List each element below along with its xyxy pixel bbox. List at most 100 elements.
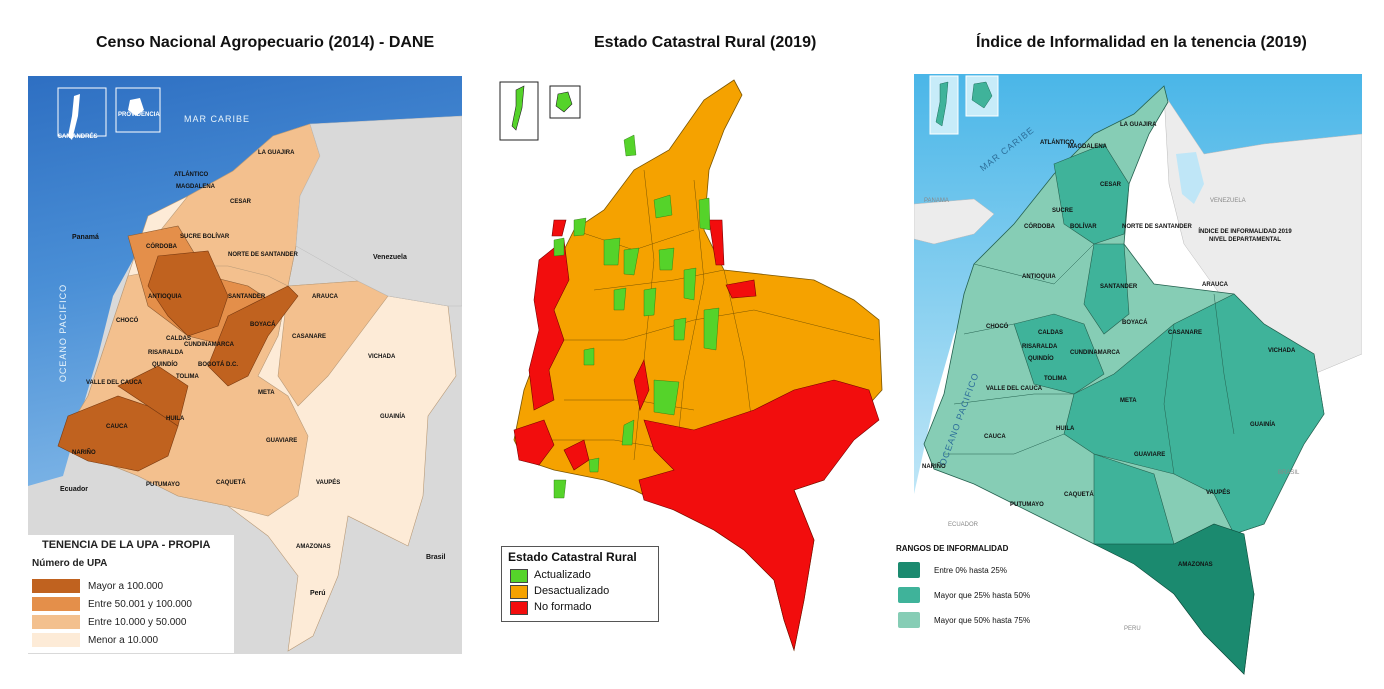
map1-dept-vaupes: VAUPÉS (316, 480, 341, 486)
map3-canvas (914, 74, 1362, 678)
map2-legend-swatch (510, 569, 528, 583)
map3-land-panama (914, 198, 995, 245)
map1-dept-casanare: CASANARE (292, 334, 327, 340)
map2-red-nde (708, 219, 725, 266)
map1-region-boyaca-cund (207, 285, 299, 387)
map3-dept-la-guajira: LA GUAJIRA (1120, 122, 1157, 128)
map2-green-zones (553, 134, 720, 499)
map1-dept-magdalena: MAGDALENA (176, 184, 215, 190)
providencia-island (128, 98, 144, 116)
san-andres-island (68, 94, 80, 140)
map3-sea (914, 74, 1362, 494)
map2-legend: Estado Catastral Rural Actualizado Desac… (501, 546, 659, 622)
map2-canvas (494, 60, 894, 680)
map3-legend-item: Mayor que 25% hasta 50% (898, 587, 1088, 605)
map3-legend-swatch (898, 612, 920, 628)
map3-dept-caldas: CALDAS (1038, 330, 1063, 336)
map1-label-providencia: PROVIDENCIA (118, 112, 160, 118)
map3-dept-valle: VALLE DEL CAUCA (986, 386, 1043, 392)
map3-dept-caqueta: CAQUETÁ (1064, 492, 1094, 498)
map1-dept-norte-santander: NORTE DE SANTANDER (228, 252, 298, 258)
map3-dept-sucre: SUCRE (1052, 208, 1074, 214)
map1-label-san-andres: SAN ANDRÉS (58, 134, 98, 140)
map3-dept-risaralda: RISARALDA (1022, 344, 1058, 350)
map2-red-pacific (528, 239, 570, 411)
map2-legend-item: Desactualizado (510, 585, 660, 599)
map3-dept-vichada: VICHADA (1268, 348, 1296, 354)
map2-legend-item: Actualizado (510, 569, 660, 583)
map1-dept-la-guajira: LA GUAJIRA (258, 150, 295, 156)
map1-legend-swatch (32, 579, 80, 593)
map1-land-venezuela (295, 115, 462, 307)
map2-red-narino (513, 419, 555, 466)
map3-label-peru: PERU (1124, 626, 1141, 632)
map1-label-venezuela: Venezuela (373, 254, 407, 261)
map3-legend-item: Entre 0% hasta 25% (898, 562, 1088, 580)
map3-dept-cauca: CAUCA (984, 434, 1006, 440)
map2-island-san-andres (511, 85, 525, 131)
map1-dept-meta: META (258, 390, 275, 396)
map3-dept-narino: NARIÑO (922, 464, 946, 470)
map1-label-ecuador: Ecuador (60, 486, 89, 493)
map2-red-uraba (551, 219, 567, 237)
map3-dept-cordoba: CÓRDOBA (1024, 224, 1055, 230)
title-right: Índice de Informalidad en la tenencia (2… (976, 34, 1307, 51)
map2-legend-title: Estado Catastral Rural (508, 550, 637, 564)
map3-legend-item: Mayor que 50% hasta 75% (898, 612, 1088, 630)
map1-legend-label: Mayor a 100.000 (88, 581, 164, 592)
map1-legend-item: Entre 10.000 y 50.000 (32, 615, 232, 631)
map1-dept-risaralda: RISARALDA (148, 350, 184, 356)
map1-dept-tolima: TOLIMA (176, 374, 199, 380)
map3-dept-boyaca: BOYACÁ (1122, 320, 1148, 326)
map3-dept-amazonas: AMAZONAS (1178, 562, 1213, 568)
map1-dept-quindio: QUINDÍO (152, 362, 178, 368)
map3-label-venezuela: VENEZUELA (1210, 198, 1246, 204)
map1-label-brasil: Brasil (426, 554, 446, 561)
map1-legend-swatch (32, 597, 80, 611)
map3-dept-guainia: GUAINÍA (1250, 422, 1276, 428)
map1-dept-narino: NARIÑO (72, 450, 96, 456)
map-indice-informalidad: MAR CARIBE OCEANO PACIFICO PANAMA VENEZU… (914, 74, 1362, 678)
map2-island-providencia (555, 91, 573, 113)
map3-legend: RANGOS DE INFORMALIDAD Entre 0% hasta 25… (890, 540, 1090, 635)
map2-legend-swatch (510, 601, 528, 615)
map1-dept-cordoba: CÓRDOBA (146, 244, 177, 250)
map1-label-caribe: MAR CARIBE (184, 114, 251, 124)
map3-label-ecuador: ECUADOR (948, 522, 979, 528)
map1-dept-putumayo: PUTUMAYO (146, 482, 180, 488)
map1-dept-caldas: CALDAS (166, 336, 191, 342)
map1-legend-item: Menor a 10.000 (32, 633, 232, 649)
map1-region-antioquia (147, 250, 229, 337)
map1-legend: TENENCIA DE LA UPA - PROPIA Número de UP… (28, 535, 234, 653)
map3-dept-putumayo: PUTUMAYO (1010, 502, 1044, 508)
map1-dept-cauca: CAUCA (106, 424, 128, 430)
map1-legend-label: Menor a 10.000 (88, 635, 159, 646)
map3-dept-vaupes: VAUPÉS (1206, 490, 1231, 496)
map-estado-catastral (494, 60, 894, 680)
map1-label-panama: Panamá (72, 234, 99, 241)
map1-sea (28, 76, 462, 486)
map3-dept-cesar: CESAR (1100, 182, 1122, 188)
map3-boundaries (944, 243, 1235, 475)
map3-legend-label: Entre 0% hasta 25% (934, 566, 1007, 575)
map3-label-brasil: BRASIL (1278, 470, 1300, 476)
map1-label-peru: Perú (310, 590, 326, 597)
map1-inset-san-andres (57, 87, 107, 137)
map1-legend-swatch (32, 615, 80, 629)
map1-region-cauca-narino (57, 395, 179, 472)
map3-island-providencia (971, 81, 993, 109)
map3-dept-meta: META (1120, 398, 1137, 404)
map2-legend-swatch (510, 585, 528, 599)
map1-dept-atlantico: ATLÁNTICO (174, 172, 209, 178)
map2-legend-label: No formado (534, 601, 592, 613)
map2-legend-label: Actualizado (534, 569, 591, 581)
map3-island-san-andres (935, 81, 949, 127)
map1-inset-providencia (115, 87, 161, 133)
map1-legend-subtitle: Número de UPA (32, 558, 108, 569)
map1-legend-label: Entre 10.000 y 50.000 (88, 617, 187, 628)
map3-legend-swatch (898, 587, 920, 603)
map1-dept-boyaca: BOYACÁ (250, 322, 276, 328)
map3-dept-quindio: QUINDÍO (1028, 356, 1054, 362)
map3-dept-guaviare: GUAVIARE (1134, 452, 1166, 458)
map3-dark-amazonas (1093, 523, 1255, 675)
